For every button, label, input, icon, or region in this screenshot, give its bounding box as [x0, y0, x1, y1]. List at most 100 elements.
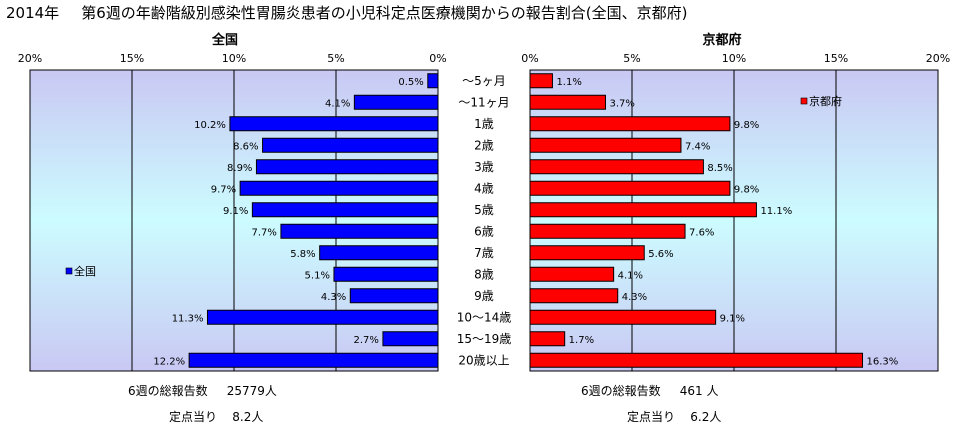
kyoto-data-label: 9.8% — [734, 184, 759, 195]
category-label: 9歳 — [474, 289, 494, 303]
kyoto-total-label: 6週の総報告数 — [581, 384, 661, 398]
category-label: 6歳 — [474, 224, 494, 238]
kyoto-per-line: 定点当り 6.2人 — [627, 408, 721, 425]
kyoto-data-label: 1.1% — [556, 77, 581, 88]
kyoto-data-label: 4.1% — [618, 270, 643, 281]
kyoto-data-label: 9.1% — [720, 313, 745, 324]
national-bar — [255, 159, 439, 175]
kyoto-bar — [529, 331, 566, 347]
national-data-label: 11.3% — [172, 313, 204, 324]
national-bar — [251, 202, 439, 218]
kyoto-panel-title: 京都府 — [702, 32, 741, 48]
kyoto-tick-label: 15% — [824, 52, 848, 65]
national-per-value: 8.2人 — [232, 410, 264, 424]
kyoto-total-value: 461 人 — [679, 384, 719, 398]
national-per-line: 定点当り 8.2人 — [169, 408, 263, 425]
national-tick-label: 15% — [120, 52, 144, 65]
national-bar — [382, 331, 439, 347]
kyoto-bar — [529, 266, 615, 282]
kyoto-data-label: 9.8% — [734, 120, 759, 131]
category-label: 2歳 — [474, 138, 494, 152]
national-bar — [353, 94, 439, 110]
national-tick-label: 10% — [222, 52, 246, 65]
national-tick-label: 5% — [327, 52, 344, 65]
national-total-value: 25779人 — [226, 384, 277, 398]
category-label: 4歳 — [474, 181, 494, 195]
category-label: 20歳以上 — [458, 353, 509, 367]
kyoto-data-label: 16.3% — [867, 356, 899, 367]
national-data-label: 4.1% — [325, 98, 350, 109]
national-legend-swatch — [65, 267, 73, 275]
kyoto-bar — [529, 137, 682, 153]
national-bar — [280, 223, 439, 239]
category-label: 8歳 — [474, 267, 494, 281]
kyoto-data-label: 1.7% — [569, 335, 594, 346]
kyoto-data-label: 7.4% — [685, 141, 710, 152]
category-label: 1歳 — [474, 117, 494, 131]
kyoto-bar — [529, 352, 864, 368]
category-label: 3歳 — [474, 160, 494, 174]
category-label: 10〜14歳 — [457, 310, 512, 324]
national-bar — [188, 352, 439, 368]
national-total-label: 6週の総報告数 — [128, 384, 208, 398]
national-panel-title: 全国 — [211, 32, 238, 48]
national-bar — [333, 266, 439, 282]
kyoto-bar — [529, 245, 645, 261]
kyoto-bar — [529, 309, 717, 325]
kyoto-bar — [529, 180, 731, 196]
national-plot-frame — [29, 69, 439, 372]
kyoto-data-label: 4.3% — [622, 292, 647, 303]
title-text: 第6週の年齢階級別感染性胃腸炎患者の小児科定点医療機関からの報告割合(全国、京都… — [81, 4, 688, 22]
kyoto-bar — [529, 223, 686, 239]
kyoto-tick-label: 10% — [722, 52, 746, 65]
national-total-line: 6週の総報告数 25779人 — [128, 382, 277, 399]
kyoto-tick-label: 20% — [926, 52, 950, 65]
kyoto-bar — [529, 202, 757, 218]
national-data-label: 10.2% — [194, 120, 226, 131]
kyoto-per-value: 6.2人 — [690, 410, 722, 424]
national-bar — [349, 288, 439, 304]
national-data-label: 5.8% — [290, 249, 315, 260]
kyoto-bar — [529, 73, 553, 89]
kyoto-data-label: 11.1% — [760, 206, 792, 217]
national-data-label: 4.3% — [321, 292, 346, 303]
category-label: 〜11ヶ月 — [458, 95, 509, 109]
national-bar — [262, 137, 439, 153]
national-bar — [206, 309, 439, 325]
kyoto-bar — [529, 159, 704, 175]
category-label: 〜5ヶ月 — [462, 74, 506, 88]
kyoto-data-label: 5.6% — [648, 249, 673, 260]
national-bar — [239, 180, 439, 196]
kyoto-tick-label: 5% — [623, 52, 640, 65]
kyoto-bar — [529, 116, 731, 132]
national-data-label: 9.7% — [211, 184, 236, 195]
national-data-label: 8.6% — [233, 141, 258, 152]
kyoto-plot-frame — [529, 69, 939, 372]
kyoto-data-label: 3.7% — [609, 98, 634, 109]
kyoto-data-label: 7.6% — [689, 227, 714, 238]
figure-title: 2014年 第6週の年齢階級別感染性胃腸炎患者の小児科定点医療機関からの報告割合(… — [6, 2, 687, 23]
national-tick-label: 0% — [429, 52, 446, 65]
kyoto-bar — [529, 288, 619, 304]
national-bar — [319, 245, 439, 261]
national-data-label: 9.1% — [223, 206, 248, 217]
national-tick-label: 20% — [18, 52, 42, 65]
national-data-label: 12.2% — [153, 356, 185, 367]
national-per-label: 定点当り — [169, 410, 218, 424]
kyoto-bar — [529, 94, 606, 110]
kyoto-total-line: 6週の総報告数 461 人 — [581, 382, 718, 399]
category-label: 15〜19歳 — [457, 332, 512, 346]
title-year: 2014年 — [6, 4, 60, 22]
national-bar — [229, 116, 439, 132]
kyoto-tick-label: 0% — [521, 52, 538, 65]
national-data-label: 5.1% — [305, 270, 330, 281]
category-label: 5歳 — [474, 203, 494, 217]
national-data-label: 8.9% — [227, 163, 252, 174]
national-data-label: 7.7% — [252, 227, 277, 238]
kyoto-data-label: 8.5% — [707, 163, 732, 174]
category-label: 7歳 — [474, 246, 494, 260]
national-legend-label: 全国 — [74, 264, 96, 278]
kyoto-legend-swatch — [800, 97, 808, 105]
